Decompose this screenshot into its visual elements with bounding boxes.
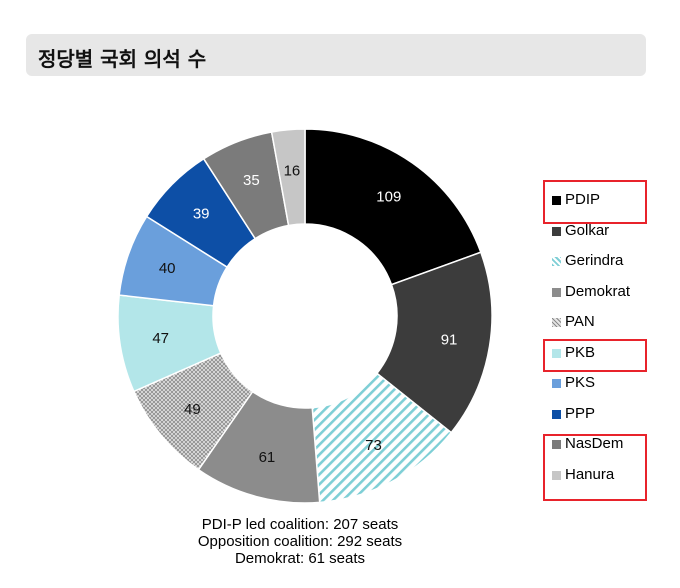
legend-swatch <box>552 196 561 205</box>
summary-line-1: PDI-P led coalition: 207 seats <box>201 516 399 533</box>
legend-item-pdip: PDIP <box>544 185 664 216</box>
page-title: 정당별 국회 의석 수 <box>38 47 207 71</box>
legend-label: PKS <box>565 374 596 391</box>
slice-label-gerindra: 73 <box>365 437 382 454</box>
slice-label-pks: 40 <box>159 260 176 277</box>
legend-item-gerindra: Gerindra <box>544 246 664 277</box>
slice-label-hanura: 16 <box>284 163 301 180</box>
legend-item-pan: PAN <box>544 307 664 338</box>
legend-swatch <box>552 318 561 327</box>
slice-label-pkb: 47 <box>152 330 169 347</box>
slice-label-nasdem: 35 <box>243 172 260 189</box>
legend-swatch <box>552 287 561 297</box>
legend-swatch <box>552 409 561 419</box>
legend-item-hanura: Hanura <box>544 460 664 491</box>
legend-swatch <box>552 440 561 449</box>
legend: PDIP Golkar Gerindra Demokrat PAN PKB PKS PPP Na… <box>544 185 664 490</box>
highlight-box-pdip <box>543 180 647 224</box>
legend-item-golkar: Golkar <box>544 216 664 247</box>
legend-label: Hanura <box>565 465 615 483</box>
legend-label: Gerindra <box>565 252 624 269</box>
summary-line-2: Opposition coalition: 292 seats <box>197 533 403 550</box>
slice-golkar <box>375 251 493 434</box>
legend-item-nasdem: NasDem <box>544 429 664 460</box>
legend-item-demokrat: Demokrat <box>544 277 664 308</box>
legend-label: PKB <box>565 343 596 361</box>
legend-swatch <box>552 348 561 358</box>
slice-label-pan: 49 <box>184 401 201 418</box>
highlight-box-nasdem-hanura <box>543 434 647 501</box>
legend-swatch <box>552 379 561 388</box>
legend-label: PAN <box>565 313 595 330</box>
legend-item-pkb: PKB <box>544 338 664 369</box>
coalition-summary: PDI-P led coalition: 207 seats Oppositio… <box>160 516 440 567</box>
slice-label-ppp: 39 <box>193 205 210 222</box>
legend-label: PPP <box>565 404 596 422</box>
legend-swatch <box>552 257 561 266</box>
legend-item-pks: PKS <box>544 368 664 399</box>
legend-label: Demokrat <box>565 282 631 300</box>
slice-label-pdip: 109 <box>376 188 401 205</box>
highlight-box-pkb <box>543 339 647 372</box>
legend-label: NasDem <box>565 435 624 452</box>
slice-hanura <box>270 128 306 227</box>
slice-label-golkar: 91 <box>441 332 458 349</box>
legend-item-ppp: PPP <box>544 399 664 430</box>
slice-label-demokrat: 61 <box>259 449 276 466</box>
title-bar: 정당별 국회 의석 수 <box>26 34 646 76</box>
legend-swatch <box>552 470 561 480</box>
legend-swatch <box>552 226 561 236</box>
legend-label: Golkar <box>565 221 610 239</box>
legend-label: PDIP <box>565 191 601 208</box>
summary-line-3: Demokrat: 61 seats <box>234 550 366 567</box>
slice-pdip <box>304 128 482 286</box>
